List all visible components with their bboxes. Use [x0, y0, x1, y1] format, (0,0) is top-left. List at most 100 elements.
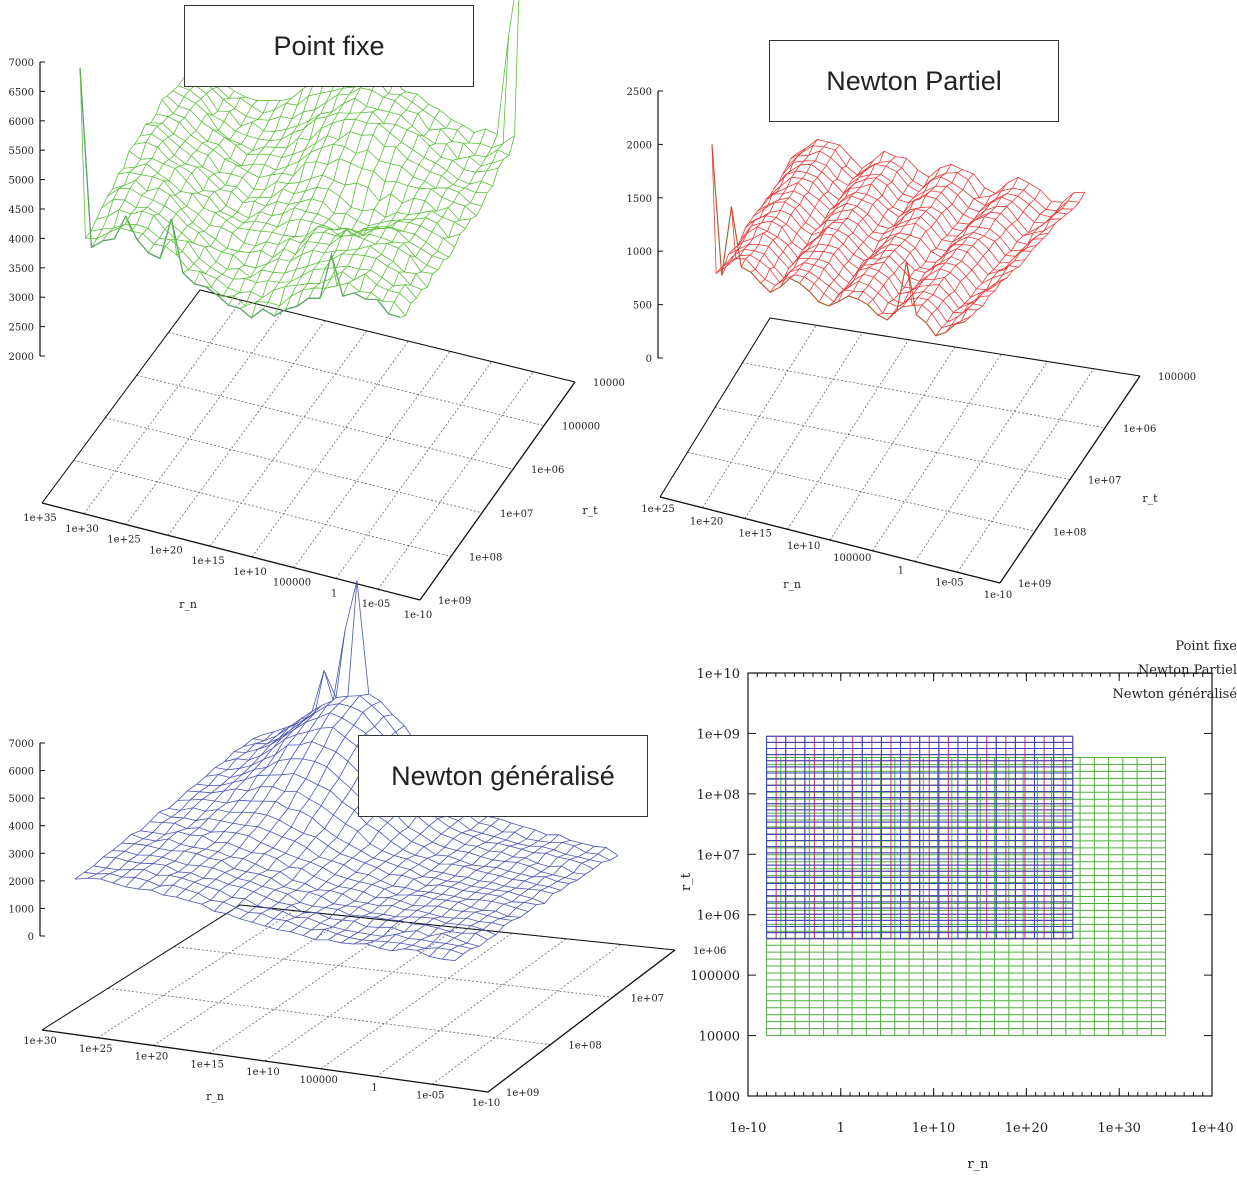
- chart3-mesh-line: [196, 773, 562, 891]
- chart1-mesh-line: [139, 133, 461, 239]
- chart4-y-tick-label: 1000: [707, 1090, 740, 1105]
- chart2-mesh-line: [731, 139, 818, 260]
- chart2-mesh-line: [761, 190, 1038, 257]
- chart1-mesh-line: [188, 68, 510, 158]
- chart1-y-label: r_t: [582, 504, 598, 517]
- chart3-title: Newton généralisé: [358, 735, 648, 817]
- chart2-mesh-line: [720, 254, 978, 323]
- chart1-z-tick-label: 5500: [9, 146, 34, 157]
- chart4-x-tick-label: 1: [837, 1121, 845, 1136]
- chart2-y-tick-label: 1e+09: [1018, 579, 1051, 590]
- chart3-z-tick-label: 4000: [9, 822, 34, 833]
- chart2-floor-gridline: [742, 362, 1106, 429]
- chart3-x-tick-label: 1e+10: [246, 1067, 279, 1078]
- chart1-floor-gridline: [293, 351, 451, 568]
- chart1-x-tick-label: 1e+20: [149, 545, 182, 556]
- chart1-floor-gridline: [251, 340, 409, 558]
- chart1-mesh-line: [128, 150, 450, 258]
- chart1-floor-gridline: [168, 332, 545, 426]
- chart2-z-tick-label: 1500: [627, 194, 652, 205]
- chart1-y-tick-label: 1e+09: [438, 596, 471, 607]
- chart1-mesh-line: [85, 227, 406, 316]
- chart1-mesh-line: [90, 223, 412, 304]
- chart1-floor-gridline: [125, 310, 284, 525]
- chart1-z-tick-label: 3000: [9, 293, 34, 304]
- chart4-series-point-fixe: [766, 756, 1167, 1037]
- chart1-x-tick-label: 100000: [273, 578, 311, 589]
- chart4-x-tick-label: 1e+30: [1097, 1121, 1140, 1136]
- chart1-z-tick-label: 5000: [9, 176, 34, 187]
- chart2-z-tick-label: 500: [633, 301, 652, 312]
- chart1-mesh-line: [134, 141, 455, 248]
- chart1-floor-gridline: [83, 299, 242, 515]
- chart3-floor: [41, 904, 676, 1093]
- chart3-z-tick-label: 2000: [9, 877, 34, 888]
- chart1-mesh-line: [183, 77, 504, 167]
- chart2-surface: [711, 139, 1086, 337]
- chart2-y-tick-label: 100000: [1158, 372, 1196, 383]
- chart2-mesh-line: [732, 232, 996, 304]
- chart2-floor-gridline: [957, 368, 1095, 573]
- chart3-mesh-line: [168, 807, 537, 905]
- chart4-x-tick-label: 1e+20: [1005, 1121, 1048, 1136]
- chart3-mesh-line: [187, 786, 553, 894]
- chart4-y-tick-label: 1e+06: [697, 909, 740, 924]
- chart2-x-tick-label: 1e+25: [641, 504, 674, 515]
- chart1-z-tick-label: 2500: [9, 323, 34, 334]
- chart2-floor-gridline: [787, 339, 910, 530]
- chart1-mesh-line: [118, 171, 439, 271]
- chart4-y-tick-label: 1e+07: [697, 848, 740, 863]
- chart2-title: Newton Partiel: [769, 40, 1059, 122]
- chart1-mesh-line: [136, 100, 258, 240]
- chart3-x-axis: [41, 1029, 489, 1093]
- chart3-mesh-line: [416, 842, 583, 951]
- chart1-mesh-line: [308, 103, 429, 299]
- chart2-z-tick-label: 1000: [627, 247, 652, 258]
- chart4-x-tick-label: 1e-10: [730, 1121, 767, 1136]
- chart1-x-tick-label: 1e+25: [107, 535, 140, 546]
- chart3-x-tick-label: 1e+15: [191, 1059, 224, 1070]
- chart2-floor-gridline: [914, 361, 1048, 562]
- chart2-x-label: r_n: [783, 578, 801, 591]
- chart3-y-tick-label: 1e+09: [506, 1088, 539, 1099]
- chart2-y-tick-label: 1e+07: [1088, 476, 1121, 487]
- chart3-mesh-line: [74, 877, 456, 961]
- chart2-mesh-line: [794, 139, 1086, 203]
- chart2-x-tick-label: 1e-05: [935, 578, 963, 589]
- chart3-floor-gridline: [153, 915, 349, 1046]
- chart2-z-tick-label: 2500: [627, 87, 652, 98]
- chart1-mesh-line: [96, 209, 417, 299]
- chart1-mesh-line: [377, 134, 498, 302]
- chart4-y-tick-label: 1e+10: [697, 667, 740, 682]
- chart2-x-tick-label: 1: [898, 565, 904, 576]
- chart3-mesh-line: [302, 811, 476, 936]
- chart1-floor-gridline: [335, 361, 492, 579]
- chart3-floor-border: [41, 904, 676, 1031]
- chart2-z-tick-label: 2000: [627, 140, 652, 151]
- chart2-mesh-line: [728, 244, 990, 309]
- chart1-y-axis: [419, 381, 576, 601]
- chart2-mesh-line: [765, 182, 1044, 252]
- chart2-mesh-line: [757, 197, 1032, 264]
- chart3-mesh-line: [103, 856, 480, 947]
- chart3-y-tick-label: 1e+07: [631, 993, 664, 1004]
- chart3-floor-gridline: [432, 944, 621, 1085]
- chart1-z-tick-label: 6500: [9, 87, 34, 98]
- chart3-z-tick-label: 0: [28, 932, 34, 943]
- chart3-x-tick-label: 1e-10: [472, 1098, 500, 1109]
- chart1-x-tick-label: 1e+35: [23, 513, 56, 524]
- chart3-x-tick-label: 1e+25: [79, 1044, 112, 1055]
- chart3-y-tick-label: 1e+06: [693, 946, 726, 957]
- chart3-x-label: r_n: [206, 1090, 224, 1103]
- chart2-floor-gridline: [744, 332, 863, 519]
- chart1-floor-border: [41, 289, 576, 504]
- chart1-surface: [79, 0, 520, 319]
- chart4-legend-entry: Newton Partiel: [1138, 663, 1237, 678]
- chart3-z-tick-label: 5000: [9, 794, 34, 805]
- chart1-x-tick-label: 1e-10: [404, 610, 432, 621]
- chart4-y-tick-label: 100000: [690, 969, 740, 984]
- chart3-mesh-line: [84, 871, 464, 955]
- chart4-series-newton-generalise: [766, 735, 1074, 940]
- chart2-mesh-line: [790, 145, 1080, 212]
- chart4-x-label: r_n: [967, 1157, 989, 1172]
